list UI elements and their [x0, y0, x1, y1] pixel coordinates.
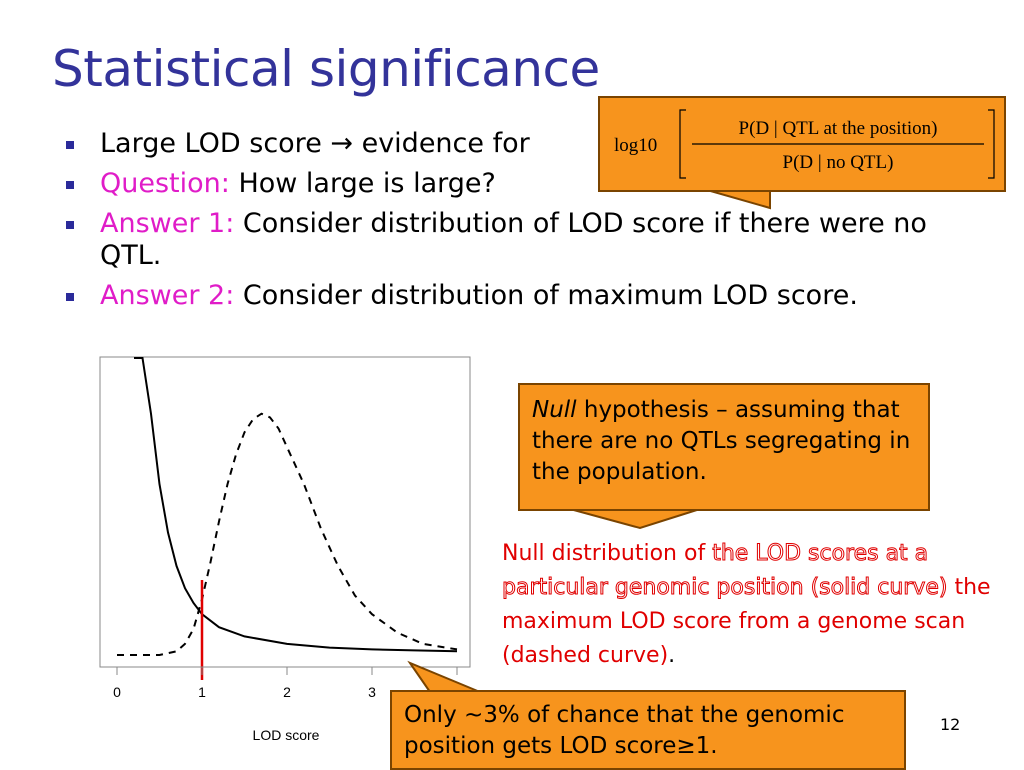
bullet-1-text: Large LOD score → evidence for [100, 128, 530, 159]
null-text: hypothesis – assuming that there are no … [532, 397, 911, 485]
bullet-3-text: Consider distribution of LOD score if th… [100, 208, 927, 271]
null-hypothesis-callout: Null hypothesis – assuming that there ar… [518, 383, 930, 511]
bullet-list: Large LOD score → evidence for Question:… [62, 128, 962, 320]
bullet-4-label: Answer 2: [100, 280, 235, 311]
bullet-2-label: Question: [100, 168, 230, 199]
bullet-1: Large LOD score → evidence for [62, 128, 962, 160]
null-distribution-note: Null distribution of the LOD scores at a… [501, 537, 1002, 673]
bullet-3: Answer 1: Consider distribution of LOD s… [62, 208, 962, 272]
bullet-marker [66, 141, 74, 149]
formula-prefix: log10 [614, 135, 657, 156]
chart-frame [99, 356, 471, 668]
formula-callout: log10 P(D | QTL at the position) P(D | n… [598, 96, 1006, 192]
null-italic: Null [532, 397, 577, 423]
formula-denominator: P(D | no QTL) [783, 152, 894, 173]
bullet-2-text: How large is large? [229, 168, 496, 199]
x-axis-label: LOD score [253, 727, 320, 743]
note-part2: the maximum LOD score from a genome scan… [502, 575, 991, 668]
null-lod-solid-curve [134, 357, 458, 653]
note-period: . [668, 643, 676, 668]
bullet-marker [66, 181, 74, 189]
probability-callout: Only ~3% of chance that the genomic posi… [390, 690, 906, 770]
page-number: 12 [940, 715, 961, 734]
note-part1: Null distribution of [502, 541, 713, 566]
bullet-marker [66, 293, 74, 301]
bullet-3-label: Answer 1: [100, 208, 235, 239]
slide-title: Statistical significance [52, 40, 600, 98]
bullet-4-text: Consider distribution of maximum LOD sco… [234, 280, 858, 311]
formula-numerator: P(D | QTL at the position) [739, 118, 938, 139]
x-tick-label: 0 [113, 684, 121, 700]
max-lod-dashed-curve [117, 412, 458, 656]
bullet-4: Answer 2: Consider distribution of maxim… [62, 280, 962, 312]
note-outlined: the LOD scores at a particular genomic p… [501, 541, 948, 601]
lod-formula: log10 P(D | QTL at the position) P(D | n… [614, 109, 995, 179]
x-tick-label: 2 [283, 684, 291, 700]
bullet-2: Question: How large is large? [62, 168, 962, 200]
x-tick-label: 3 [368, 684, 376, 700]
bullet-marker [66, 221, 74, 229]
x-tick-label: 1 [198, 684, 206, 700]
